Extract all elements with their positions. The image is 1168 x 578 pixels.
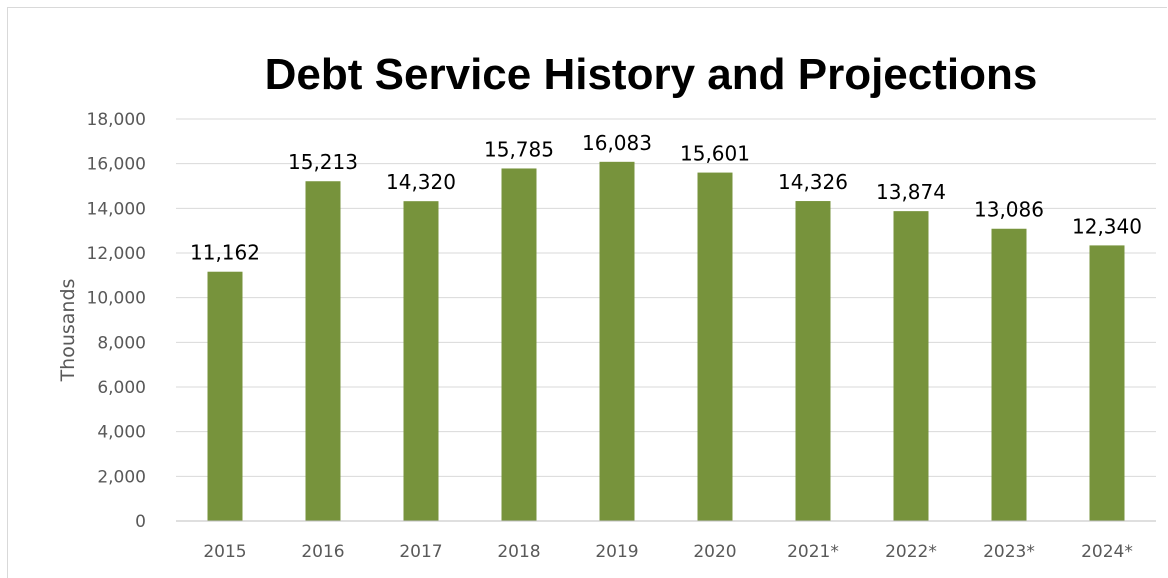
data-label: 14,326 (778, 170, 848, 194)
bar (1089, 245, 1125, 521)
y-axis-title: Thousands (57, 279, 79, 383)
x-tick-label: 2015 (203, 542, 246, 562)
bar (697, 172, 733, 521)
data-label: 15,785 (484, 137, 554, 161)
data-label: 16,083 (582, 131, 652, 155)
y-tick-label: 10,000 (87, 289, 146, 309)
x-tick-label: 2016 (301, 542, 344, 562)
chart-frame (7, 7, 1167, 578)
bar (991, 228, 1027, 521)
x-tick-label: 2017 (399, 542, 442, 562)
data-label: 11,162 (190, 241, 260, 265)
bar (893, 211, 929, 521)
bar (207, 271, 243, 521)
labels: 0 2,000 4,000 6,000 8,000 10,000 12,000 14,000 1… (87, 110, 1142, 562)
bar (795, 201, 831, 521)
x-tick-label: 2020 (693, 542, 736, 562)
x-tick-label: 2022* (885, 542, 937, 562)
y-tick-label: 4,000 (97, 423, 146, 443)
chart-title: Debt Service History and Projections (265, 50, 1038, 99)
y-tick-label: 0 (135, 512, 146, 532)
bars (207, 161, 1125, 522)
y-tick-label: 6,000 (97, 378, 146, 398)
bar (599, 161, 635, 522)
data-label: 15,601 (680, 142, 750, 166)
data-label: 14,320 (386, 170, 456, 194)
data-label: 15,213 (288, 150, 358, 174)
bar (501, 168, 537, 522)
y-tick-label: 16,000 (87, 155, 146, 175)
y-tick-label: 2,000 (97, 467, 146, 487)
x-tick-label: 2018 (497, 542, 540, 562)
y-tick-label: 8,000 (97, 333, 146, 353)
y-tick-label: 12,000 (87, 244, 146, 264)
data-label: 12,340 (1072, 214, 1142, 238)
x-tick-label: 2019 (595, 542, 638, 562)
x-tick-label: 2024* (1081, 542, 1133, 562)
bar (305, 181, 341, 522)
x-tick-label: 2021* (787, 542, 839, 562)
y-tick-label: 14,000 (87, 199, 146, 219)
bar (403, 201, 439, 522)
y-tick-label: 18,000 (87, 110, 146, 130)
data-label: 13,086 (974, 198, 1044, 222)
data-label: 13,874 (876, 180, 946, 204)
x-tick-label: 2023* (983, 542, 1035, 562)
